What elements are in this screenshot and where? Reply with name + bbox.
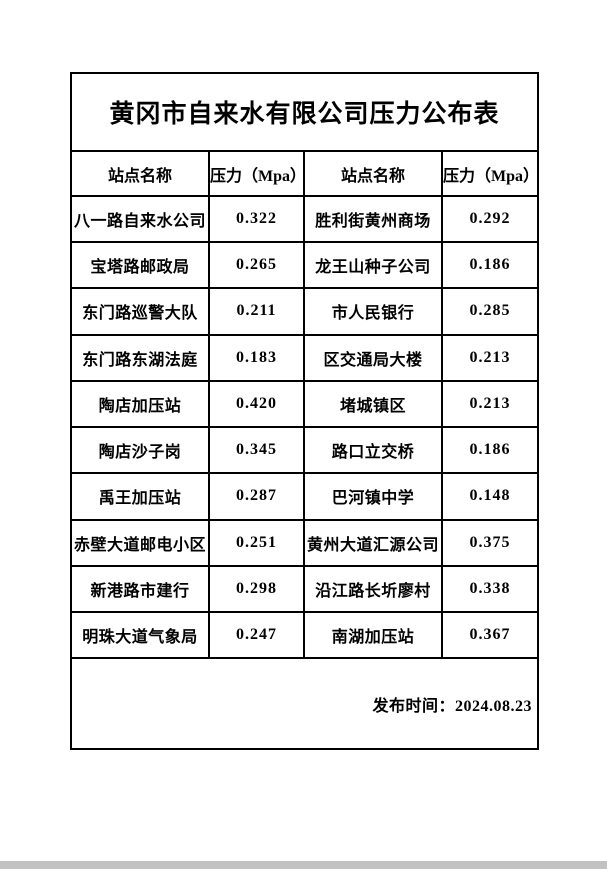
table-header-row: 站点名称 压力（Mpa） 站点名称 压力（Mpa） xyxy=(70,150,540,197)
pressure-value-cell: 0.186 xyxy=(440,240,540,290)
site-name-cell: 巴河镇中学 xyxy=(303,472,443,521)
site-name-cell: 宝塔路邮政局 xyxy=(70,240,210,290)
site-name-cell: 龙王山种子公司 xyxy=(303,240,443,290)
table-title-row: 黄冈市自来水有限公司压力公布表 xyxy=(69,71,540,153)
pressure-value-cell: 0.345 xyxy=(208,426,305,475)
pressure-value-cell: 0.211 xyxy=(208,287,305,336)
table-row: 东门路东湖法庭 0.183 区交通局大楼 0.213 xyxy=(70,333,540,382)
bottom-gray-bar xyxy=(0,861,607,869)
table-row: 宝塔路邮政局 0.265 龙王山种子公司 0.186 xyxy=(70,240,540,290)
site-name-cell: 胜利街黄州商场 xyxy=(303,194,443,243)
site-name-cell: 新港路市建行 xyxy=(70,564,210,614)
pressure-value-cell: 0.213 xyxy=(440,379,540,429)
column-header-pressure-left: 压力（Mpa） xyxy=(208,150,306,197)
pressure-table: 黄冈市自来水有限公司压力公布表 站点名称 压力（Mpa） 站点名称 压力（Mpa… xyxy=(69,71,540,750)
pressure-value-cell: 0.265 xyxy=(208,240,305,290)
site-name-cell: 陶店沙子岗 xyxy=(70,426,210,475)
site-name-cell: 明珠大道气象局 xyxy=(70,611,210,660)
table-row: 禹王加压站 0.287 巴河镇中学 0.148 xyxy=(70,472,540,521)
table-row: 赤壁大道邮电小区 0.251 黄州大道汇源公司 0.375 xyxy=(70,518,540,567)
site-name-cell: 黄州大道汇源公司 xyxy=(303,518,443,567)
table-footer-row: 发布时间：2024.08.23 xyxy=(69,657,540,750)
column-header-site-left: 站点名称 xyxy=(70,150,210,197)
table-row: 陶店沙子岗 0.345 路口立交桥 0.186 xyxy=(70,426,540,475)
site-name-cell: 东门路巡警大队 xyxy=(70,287,210,336)
table-row: 东门路巡警大队 0.211 市人民银行 0.285 xyxy=(70,287,540,336)
pressure-value-cell: 0.183 xyxy=(208,333,305,382)
pressure-value-cell: 0.338 xyxy=(440,564,540,614)
table-row: 八一路自来水公司 0.322 胜利街黄州商场 0.292 xyxy=(70,194,540,243)
table-row: 新港路市建行 0.298 沿江路长圻廖村 0.338 xyxy=(70,564,540,614)
table-row: 明珠大道气象局 0.247 南湖加压站 0.367 xyxy=(70,611,540,660)
site-name-cell: 禹王加压站 xyxy=(70,472,210,521)
site-name-cell: 陶店加压站 xyxy=(70,379,210,429)
site-name-cell: 南湖加压站 xyxy=(303,611,443,660)
pressure-value-cell: 0.298 xyxy=(208,564,305,614)
pressure-value-cell: 0.148 xyxy=(440,472,540,521)
column-header-pressure-right: 压力（Mpa） xyxy=(440,150,540,197)
site-name-cell: 沿江路长圻廖村 xyxy=(303,564,443,614)
pressure-value-cell: 0.186 xyxy=(440,426,540,475)
pressure-value-cell: 0.213 xyxy=(440,333,540,382)
pressure-value-cell: 0.367 xyxy=(440,611,540,660)
pressure-value-cell: 0.420 xyxy=(208,379,305,429)
pressure-value-cell: 0.292 xyxy=(440,194,540,243)
pressure-value-cell: 0.285 xyxy=(440,287,540,336)
publish-date: 发布时间：2024.08.23 xyxy=(69,657,540,750)
page-title: 黄冈市自来水有限公司压力公布表 xyxy=(69,71,540,153)
site-name-cell: 区交通局大楼 xyxy=(303,333,443,382)
column-header-site-right: 站点名称 xyxy=(303,150,443,197)
site-name-cell: 八一路自来水公司 xyxy=(70,194,210,243)
site-name-cell: 堵城镇区 xyxy=(303,379,443,429)
pressure-value-cell: 0.251 xyxy=(208,518,305,567)
site-name-cell: 东门路东湖法庭 xyxy=(70,333,210,382)
pressure-value-cell: 0.287 xyxy=(208,472,305,521)
table-row: 陶店加压站 0.420 堵城镇区 0.213 xyxy=(70,379,540,429)
pressure-value-cell: 0.322 xyxy=(208,194,305,243)
site-name-cell: 赤壁大道邮电小区 xyxy=(70,518,210,567)
site-name-cell: 市人民银行 xyxy=(303,287,443,336)
pressure-value-cell: 0.375 xyxy=(440,518,540,567)
pressure-value-cell: 0.247 xyxy=(208,611,305,660)
site-name-cell: 路口立交桥 xyxy=(303,426,443,475)
